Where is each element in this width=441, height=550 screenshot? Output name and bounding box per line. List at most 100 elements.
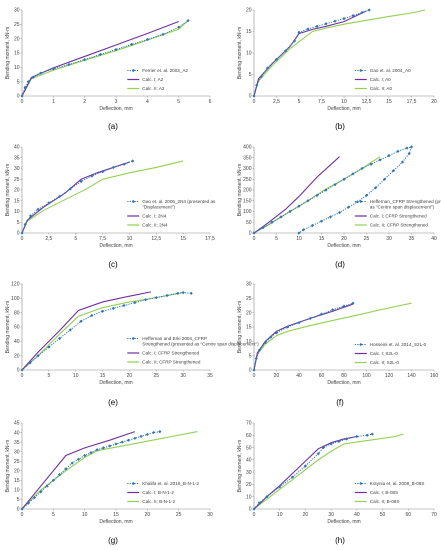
data-point-marker (333, 183, 337, 187)
data-point-marker (67, 62, 71, 67)
series-line-experimental (21, 20, 189, 97)
x-axis-label: Deflection, mm (99, 106, 132, 112)
x-tick-label: 10 (82, 512, 88, 518)
x-tick-label: 12,5 (151, 236, 161, 242)
data-point-marker (58, 194, 62, 199)
data-point-marker (378, 158, 382, 162)
series-line-calc-1 (253, 156, 340, 234)
x-tick-label: 12,5 (362, 99, 372, 105)
x-tick-label: 30 (386, 236, 392, 242)
data-point-marker (20, 94, 24, 98)
data-point-marker (370, 432, 374, 436)
data-point-marker (114, 442, 118, 446)
data-point-marker (176, 291, 180, 295)
x-tick-label: 140 (407, 373, 416, 379)
data-point-marker (252, 94, 256, 98)
x-axis-label: Deflection, mm (327, 519, 360, 525)
data-point-marker (68, 328, 72, 332)
data-point-marker (351, 301, 355, 305)
y-tick-label: 0 (249, 231, 252, 237)
data-point-marker (360, 166, 364, 171)
data-point-marker (283, 49, 288, 53)
data-point-marker (319, 219, 324, 223)
x-tick-label: 0 (21, 99, 24, 105)
data-point-marker (70, 461, 74, 465)
x-tick-label: 35 (409, 236, 415, 242)
data-point-marker (279, 215, 283, 219)
y-axis-label: Bending moment, kN-m (237, 301, 243, 354)
data-point-marker (329, 442, 333, 446)
y-tick-label: 70 (246, 421, 252, 427)
series-line-calc-1 (21, 431, 135, 510)
x-tick-label: 30 (328, 512, 334, 518)
legend: Khalifa et. al. 2016_B-N-1-2 Calc. I; B-N… (127, 481, 199, 504)
legend-item: Hosseini et. al. 2014_S2L-0 (354, 342, 427, 347)
x-tick-label: 20 (145, 512, 151, 518)
series-line-experimental (21, 160, 133, 234)
x-tick-label: 4 (146, 99, 149, 105)
series-line-calc-1 (21, 291, 152, 371)
series-line-calc-2 (21, 160, 184, 234)
y-tick-label: 50 (246, 220, 252, 226)
legend-label: Gao et. al. 2006_2N4 (presented as "Displ… (142, 199, 216, 210)
data-point-marker (23, 222, 27, 226)
series-line-experimental (253, 146, 413, 234)
legend-item: Kotynia et. al. 2008_B-08S (354, 481, 424, 486)
chart-panel: 0 5 10 15 20 25 30 0 1 2 3 4 5 6 Deflection, mm Bending… (5, 8, 212, 131)
x-tick-label: 0 (21, 512, 24, 518)
x-tick-label: 70 (431, 512, 437, 518)
y-tick-label: 0 (17, 368, 20, 374)
x-tick-label: 15 (113, 512, 119, 518)
data-point-marker (90, 174, 94, 178)
y-tick-label: 35 (14, 155, 20, 161)
x-tick-label: 5 (298, 99, 301, 105)
y-tick-label: 200 (243, 188, 252, 194)
data-point-marker (130, 42, 134, 46)
y-axis-label: Bending moment, kN-m (237, 440, 243, 493)
data-point-marker (100, 170, 105, 174)
data-point-marker (158, 430, 162, 434)
data-point-marker (51, 67, 55, 71)
y-tick-label: 0 (249, 368, 252, 374)
data-point-marker (126, 438, 131, 442)
x-tick-label: 2,5 (45, 236, 52, 242)
x-tick-label: 60 (319, 373, 325, 379)
y-tick-label: 250 (243, 177, 252, 183)
data-point-marker (79, 319, 83, 323)
panel-label: (d) (335, 260, 345, 269)
data-point-marker (47, 345, 51, 349)
x-tick-label: 30 (180, 373, 186, 379)
x-tick-label: 40 (354, 512, 360, 518)
y-tick-label: 30 (14, 8, 20, 14)
y-tick-label: 20 (14, 188, 20, 194)
x-tick-label: 5 (47, 373, 50, 379)
x-tick-label: 40 (431, 236, 437, 242)
data-point-marker (263, 341, 267, 345)
legend: Hosseini et. al. 2014_S2L-0 Calc. I; S2L-… (354, 342, 427, 365)
data-point-marker (333, 19, 337, 23)
data-point-marker (316, 452, 320, 456)
data-point-marker (342, 17, 346, 21)
data-point-marker (367, 8, 371, 12)
y-tick-label: 0 (17, 94, 20, 100)
data-point-marker (186, 19, 190, 23)
data-point-marker (254, 356, 258, 361)
data-point-marker (39, 71, 43, 75)
data-point-marker (391, 169, 396, 173)
y-axis-label: Bending moment, kN-m (237, 27, 243, 80)
data-point-marker (290, 475, 295, 479)
y-tick-label: 35 (14, 440, 20, 446)
legend-item: Calc. II; 2N4 (127, 223, 168, 228)
series-line-calc-2 (21, 431, 198, 510)
legend-item: Gao et. al. 2004_A0 (354, 68, 411, 73)
x-tick-label: 10 (277, 512, 283, 518)
data-point-marker (342, 177, 346, 181)
x-tick-label: 10 (127, 236, 133, 242)
data-point-marker (122, 303, 126, 308)
data-point-marker (95, 448, 99, 452)
x-tick-label: 100 (362, 373, 371, 379)
y-tick-label: 25 (14, 22, 20, 28)
data-point-marker (100, 309, 105, 313)
data-point-marker (346, 205, 351, 209)
x-tick-label: 6 (209, 99, 212, 105)
